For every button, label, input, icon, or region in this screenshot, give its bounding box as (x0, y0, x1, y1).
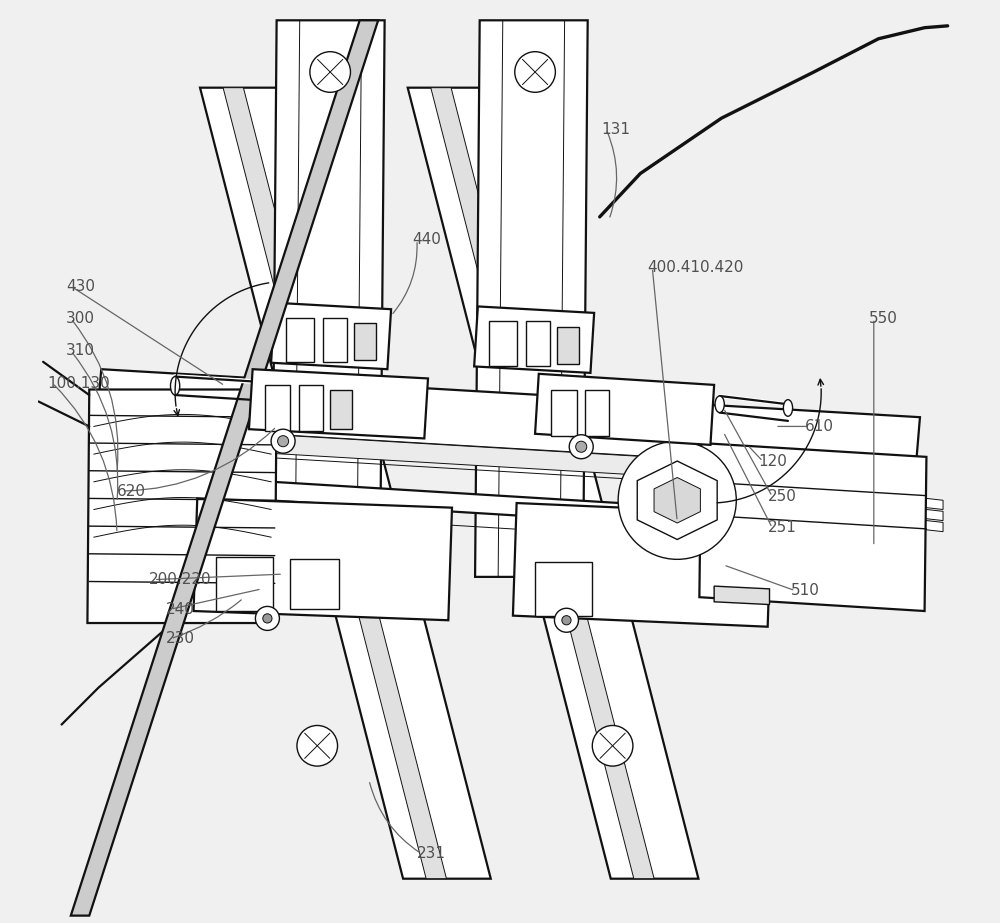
Polygon shape (223, 88, 446, 879)
Text: 610: 610 (805, 419, 834, 434)
Polygon shape (474, 306, 594, 373)
Bar (323, 318, 347, 362)
Text: 400.410.420: 400.410.420 (648, 260, 744, 275)
Polygon shape (535, 374, 714, 445)
Polygon shape (714, 586, 770, 605)
Circle shape (255, 606, 279, 630)
Text: 310: 310 (66, 343, 95, 358)
Polygon shape (720, 497, 943, 532)
Circle shape (278, 436, 289, 447)
Circle shape (271, 429, 295, 453)
Polygon shape (431, 88, 654, 879)
Text: 250: 250 (768, 489, 797, 504)
Bar (489, 321, 517, 366)
Polygon shape (272, 20, 385, 577)
Text: 131: 131 (602, 122, 631, 137)
Polygon shape (271, 303, 391, 369)
Polygon shape (699, 443, 926, 611)
Circle shape (562, 616, 571, 625)
Text: 240: 240 (166, 602, 195, 617)
Circle shape (618, 441, 736, 559)
Text: 230: 230 (166, 631, 195, 646)
Circle shape (297, 725, 338, 766)
Polygon shape (637, 461, 717, 539)
Bar (216, 557, 273, 611)
Bar (535, 562, 592, 616)
Bar (299, 385, 323, 431)
Bar (526, 321, 550, 366)
Bar (354, 323, 376, 360)
Polygon shape (71, 20, 378, 916)
Polygon shape (513, 503, 771, 627)
Polygon shape (87, 390, 277, 623)
Ellipse shape (170, 377, 180, 395)
Text: 231: 231 (417, 846, 446, 861)
Polygon shape (249, 369, 428, 438)
Polygon shape (97, 369, 920, 473)
Circle shape (592, 725, 633, 766)
Ellipse shape (783, 400, 793, 416)
Bar (286, 318, 314, 362)
Text: 510: 510 (791, 583, 820, 598)
Bar (585, 390, 609, 436)
Polygon shape (200, 88, 491, 879)
Text: 300: 300 (66, 311, 95, 326)
Text: 200.220: 200.220 (149, 572, 212, 587)
Text: 440: 440 (412, 233, 441, 247)
Bar (551, 390, 577, 436)
Circle shape (554, 608, 578, 632)
Circle shape (569, 435, 593, 459)
Bar (330, 390, 352, 429)
Text: 251: 251 (768, 521, 797, 535)
Text: 100.130: 100.130 (48, 376, 110, 390)
Polygon shape (654, 477, 700, 523)
Polygon shape (408, 88, 698, 879)
Polygon shape (194, 498, 452, 620)
Polygon shape (117, 473, 906, 539)
Bar (290, 559, 339, 609)
Polygon shape (475, 20, 588, 577)
Bar (265, 385, 290, 431)
Text: 430: 430 (66, 279, 95, 294)
Ellipse shape (715, 396, 724, 413)
Polygon shape (720, 486, 943, 521)
Bar (557, 327, 579, 364)
Text: 550: 550 (869, 311, 898, 326)
Text: 120: 120 (758, 454, 787, 469)
Circle shape (576, 441, 587, 452)
Circle shape (310, 52, 350, 92)
Text: 620: 620 (117, 484, 146, 498)
Circle shape (515, 52, 555, 92)
Circle shape (263, 614, 272, 623)
Ellipse shape (274, 380, 283, 399)
Polygon shape (97, 425, 915, 491)
Polygon shape (720, 475, 943, 509)
